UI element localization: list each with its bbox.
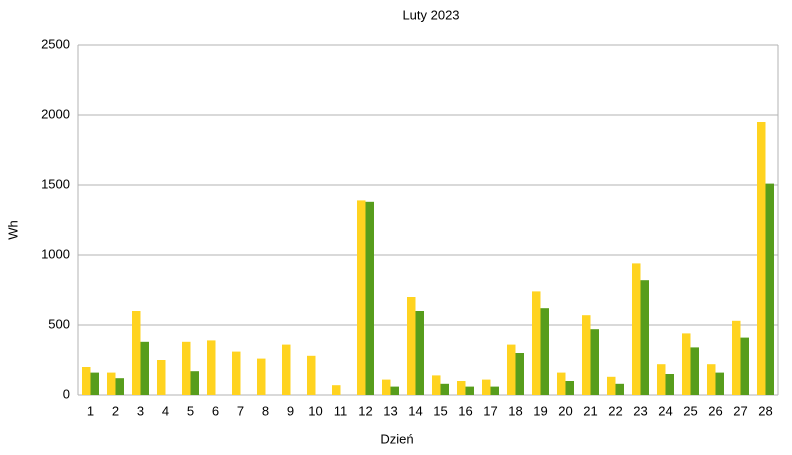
bar xyxy=(682,333,691,395)
x-tick-label: 10 xyxy=(308,403,322,418)
x-tick-label: 18 xyxy=(508,403,522,418)
x-tick-label: 16 xyxy=(458,403,472,418)
x-tick-label: 4 xyxy=(162,403,169,418)
bar xyxy=(665,374,674,395)
bar xyxy=(532,291,541,395)
x-tick-label: 8 xyxy=(262,403,269,418)
chart-title: Luty 2023 xyxy=(402,7,459,22)
bar xyxy=(282,344,291,395)
bar xyxy=(490,386,499,395)
bar xyxy=(740,337,749,395)
y-tick-label: 500 xyxy=(48,316,70,331)
x-tick-label: 24 xyxy=(658,403,672,418)
bar xyxy=(582,315,591,395)
bar xyxy=(140,341,149,395)
x-tick-label: 23 xyxy=(633,403,647,418)
bar xyxy=(607,376,616,395)
bar xyxy=(257,358,266,395)
y-tick-label: 1500 xyxy=(41,176,70,191)
bar xyxy=(590,329,599,395)
bar xyxy=(632,263,641,395)
x-tick-label: 26 xyxy=(708,403,722,418)
bar xyxy=(640,280,649,395)
bar xyxy=(765,183,774,395)
y-axis-label: Wh xyxy=(5,220,20,240)
bar xyxy=(115,378,124,395)
bar xyxy=(615,383,624,395)
bar xyxy=(565,381,574,395)
bar xyxy=(82,367,91,395)
bar xyxy=(357,200,366,395)
x-tick-label: 3 xyxy=(137,403,144,418)
bar xyxy=(207,340,216,395)
bar xyxy=(432,375,441,395)
bar xyxy=(382,379,391,395)
bar xyxy=(407,297,416,395)
x-tick-label: 28 xyxy=(758,403,772,418)
x-tick-label: 9 xyxy=(287,403,294,418)
y-tick-label: 2000 xyxy=(41,106,70,121)
x-tick-label: 5 xyxy=(187,403,194,418)
bar xyxy=(657,364,666,395)
bar xyxy=(457,381,466,395)
bar xyxy=(707,364,716,395)
x-tick-label: 11 xyxy=(334,403,348,418)
bar xyxy=(690,347,699,395)
x-tick-label: 19 xyxy=(533,403,547,418)
bar xyxy=(732,320,741,395)
x-tick-label: 20 xyxy=(558,403,572,418)
bar xyxy=(507,344,516,395)
x-tick-label: 21 xyxy=(583,403,597,418)
bar xyxy=(415,311,424,395)
bar xyxy=(157,360,166,395)
x-tick-label: 1 xyxy=(87,403,94,418)
bar xyxy=(332,385,341,395)
bar xyxy=(132,311,141,395)
y-tick-label: 2500 xyxy=(41,36,70,51)
x-tick-label: 17 xyxy=(483,403,497,418)
x-tick-label: 7 xyxy=(237,403,244,418)
bar xyxy=(465,386,474,395)
bar xyxy=(390,386,399,395)
x-tick-label: 25 xyxy=(683,403,697,418)
x-tick-label: 22 xyxy=(608,403,622,418)
x-tick-label: 14 xyxy=(408,403,422,418)
x-tick-label: 13 xyxy=(383,403,397,418)
bar xyxy=(540,308,549,395)
bar xyxy=(515,353,524,395)
bar xyxy=(715,372,724,395)
bar xyxy=(757,122,766,395)
bar xyxy=(440,383,449,395)
bar xyxy=(182,341,191,395)
bar xyxy=(107,372,116,395)
bar xyxy=(190,371,199,395)
bar xyxy=(557,372,566,395)
x-axis-label: Dzień xyxy=(380,431,413,446)
bar xyxy=(232,351,241,395)
bar xyxy=(482,379,491,395)
y-tick-label: 0 xyxy=(63,386,70,401)
x-tick-label: 15 xyxy=(433,403,447,418)
bar xyxy=(90,372,99,395)
x-tick-label: 6 xyxy=(212,403,219,418)
bar xyxy=(307,355,316,395)
x-tick-label: 2 xyxy=(112,403,119,418)
x-tick-label: 27 xyxy=(733,403,747,418)
x-tick-label: 12 xyxy=(358,403,372,418)
y-tick-label: 1000 xyxy=(41,246,70,261)
bar xyxy=(365,201,374,395)
